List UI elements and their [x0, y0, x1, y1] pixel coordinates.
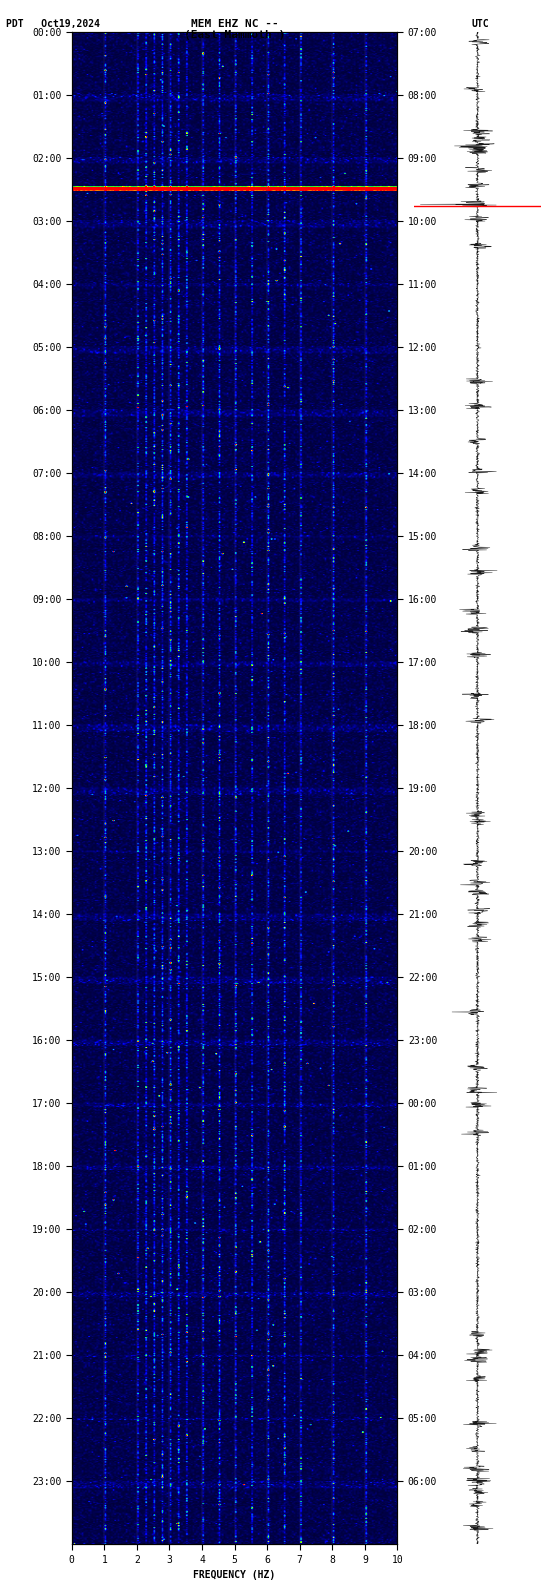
X-axis label: FREQUENCY (HZ): FREQUENCY (HZ): [193, 1570, 276, 1581]
Text: UTC: UTC: [471, 19, 489, 29]
Text: (East Mammoth ): (East Mammoth ): [184, 30, 285, 40]
Text: MEM EHZ NC --: MEM EHZ NC --: [191, 19, 278, 29]
Text: PDT   Oct19,2024: PDT Oct19,2024: [6, 19, 99, 29]
